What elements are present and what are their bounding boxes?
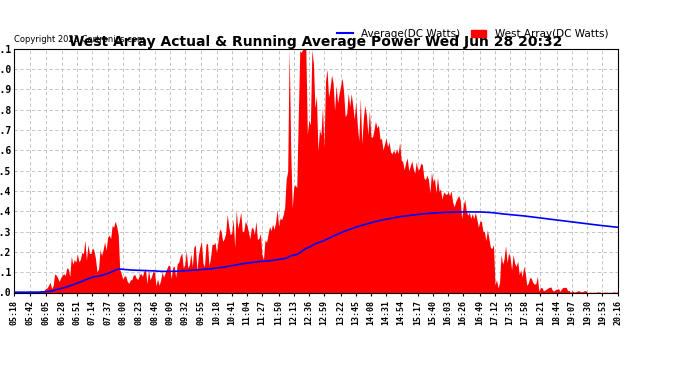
Text: Copyright 2023 Cartronics.com: Copyright 2023 Cartronics.com xyxy=(14,35,145,44)
Title: West Array Actual & Running Average Power Wed Jun 28 20:32: West Array Actual & Running Average Powe… xyxy=(69,35,562,49)
Legend: Average(DC Watts), West Array(DC Watts): Average(DC Watts), West Array(DC Watts) xyxy=(333,25,612,43)
